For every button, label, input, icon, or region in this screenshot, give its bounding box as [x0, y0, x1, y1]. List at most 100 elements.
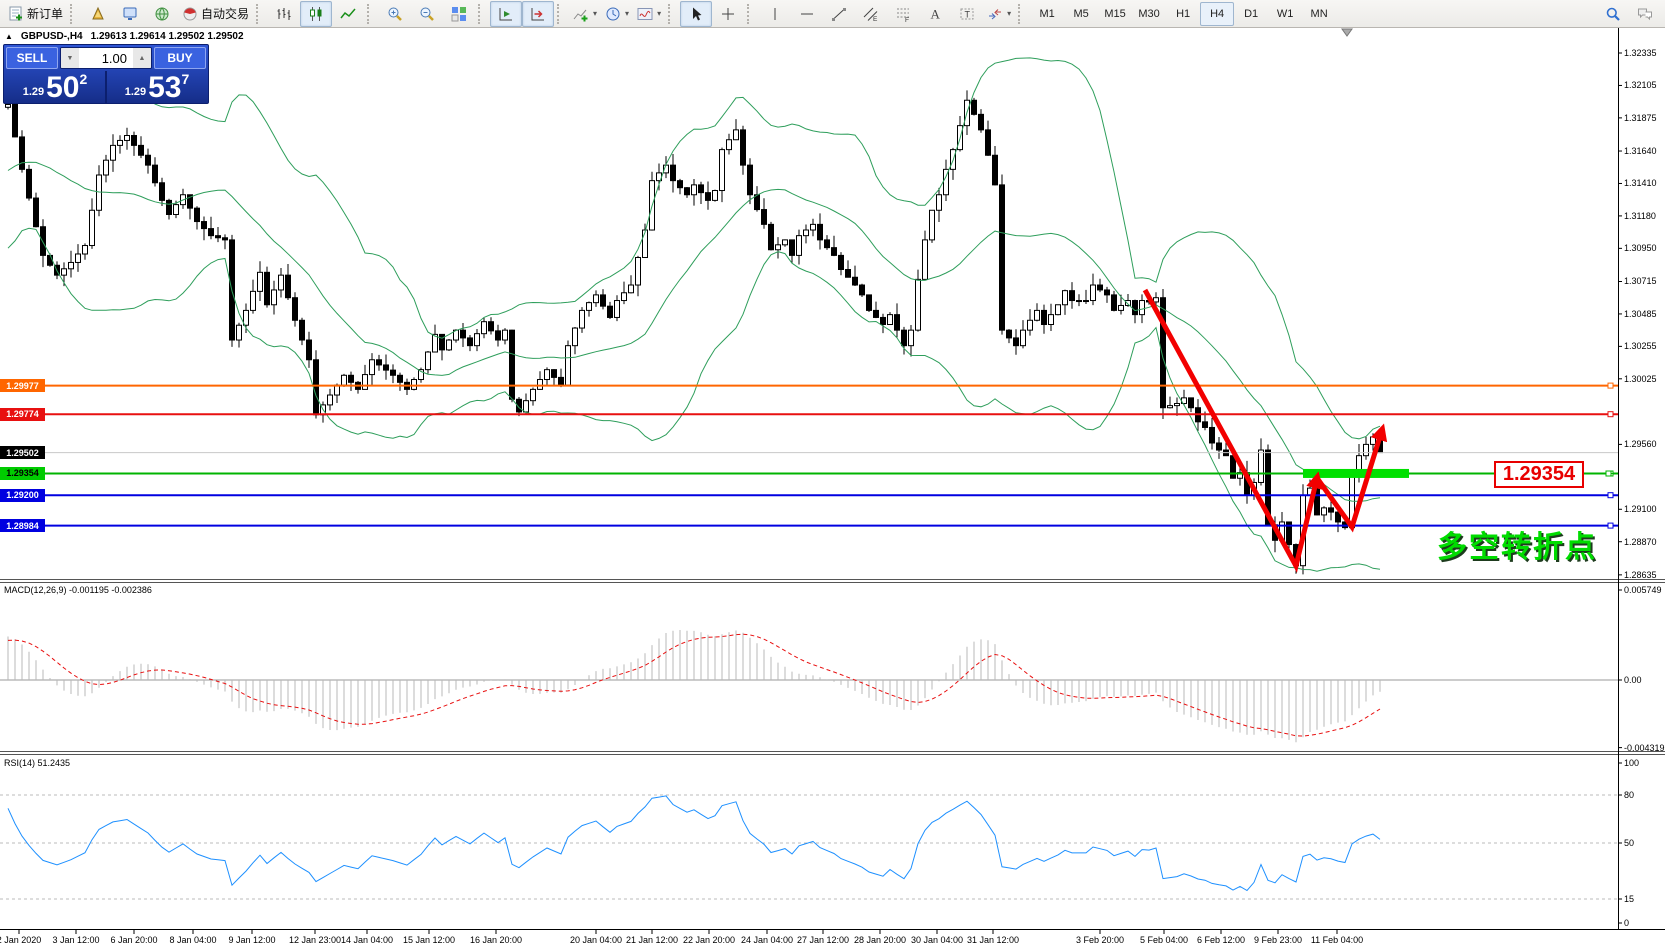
support-highlight-bar[interactable]	[1303, 468, 1409, 478]
timeframe-m15-button[interactable]: M15	[1104, 7, 1126, 20]
price-label-1.28984: 1.28984	[0, 519, 45, 533]
horizontal-line-button[interactable]	[791, 1, 823, 27]
volume-increase-icon[interactable]: ▲	[133, 48, 151, 68]
vertical-line-icon	[774, 7, 776, 20]
macd-signal-line	[7, 633, 1381, 737]
channel-button[interactable]: E	[855, 1, 887, 27]
autotrading-icon	[183, 7, 197, 20]
price-tick: 1.28635	[1624, 569, 1657, 580]
sell-price[interactable]: 1.29 50 2	[6, 71, 104, 103]
timeframe-h4-button[interactable]: H4	[1200, 1, 1235, 26]
price-tick: 1.32105	[1624, 80, 1657, 91]
time-label: 2 Jan 2020	[0, 935, 42, 945]
bar-chart-button[interactable]	[268, 1, 300, 27]
timeframe-h1-button[interactable]: H1	[1176, 7, 1191, 20]
profiles-icon	[606, 7, 620, 20]
dropdown-caret-icon[interactable]: ▾	[1007, 9, 1012, 18]
chart-symbol-period: GBPUSD-,H4	[20, 31, 83, 42]
price-tick: 1.30950	[1624, 243, 1657, 254]
text-label-icon: T	[960, 8, 974, 19]
new-chart-icon	[573, 9, 588, 21]
text-icon: A	[931, 6, 941, 21]
text-label-button[interactable]: T	[951, 1, 983, 27]
time-label: 14 Jan 04:00	[340, 935, 394, 945]
fibonacci-button[interactable]: F	[887, 1, 919, 27]
tile-windows-button[interactable]	[443, 1, 475, 27]
chart-shift-button[interactable]	[522, 0, 555, 27]
price-tick: 1.29560	[1624, 439, 1657, 450]
price-tick: 1.30715	[1624, 276, 1657, 287]
timeframe-m30-button[interactable]: M30	[1138, 7, 1160, 20]
turning-point-annotation[interactable]: 多空转折点	[1437, 531, 1597, 564]
timeframe-d1-button[interactable]: D1	[1244, 7, 1259, 20]
new-chart-button[interactable]: ▾	[569, 1, 601, 27]
toolbar-separator	[478, 3, 487, 24]
chart-ohlc-values: 1.29613 1.29614 1.29502 1.29502	[90, 31, 244, 42]
cursor-icon	[693, 7, 702, 20]
sell-price-big: 50	[46, 71, 80, 104]
timeframe-mn-button[interactable]: MN	[1310, 7, 1328, 20]
new-order-icon	[9, 6, 22, 20]
buy-price[interactable]: 1.29 53 7	[108, 71, 206, 103]
time-label: 20 Jan 04:00	[569, 935, 623, 945]
time-label: 3 Feb 20:00	[1075, 935, 1125, 945]
zoom-out-button[interactable]	[411, 1, 443, 27]
time-label: 27 Jan 12:00	[796, 935, 850, 945]
arrows-button[interactable]: ▾	[983, 1, 1015, 27]
toolbar-separator	[367, 3, 376, 24]
sell-price-prefix: 1.29	[22, 86, 45, 98]
dropdown-caret-icon[interactable]: ▾	[625, 9, 630, 18]
volume-value[interactable]: 1.00	[79, 48, 133, 68]
new-order-button[interactable]: 新订单	[4, 1, 67, 27]
buy-button[interactable]: BUY	[154, 47, 206, 69]
text-button[interactable]: A	[919, 1, 951, 27]
rsi-tick: 0	[1624, 918, 1630, 928]
search-button[interactable]	[1597, 1, 1629, 27]
comments-button[interactable]	[1629, 1, 1661, 27]
auto-scroll-button[interactable]	[490, 0, 523, 27]
price-label-1.29774: 1.29774	[0, 407, 45, 421]
bar-chart-icon	[277, 7, 291, 20]
timeframe-m1-button[interactable]: M1	[1039, 7, 1055, 20]
rsi-indicator-label: RSI(14) 51.2435	[4, 758, 71, 768]
community-button[interactable]	[146, 1, 178, 27]
dropdown-caret-icon[interactable]: ▾	[593, 9, 598, 18]
line-handle[interactable]	[1607, 492, 1614, 499]
line-handle[interactable]	[1607, 382, 1614, 389]
cursor-button[interactable]	[680, 0, 713, 27]
chart-shift-icon	[531, 7, 545, 20]
dropdown-caret-icon[interactable]: ▾	[657, 9, 662, 18]
rsi-tick: 15	[1624, 894, 1635, 904]
timeframe-m5-button[interactable]: M5	[1073, 7, 1089, 20]
profiles-button[interactable]: ▾	[601, 1, 633, 27]
macd-histogram	[7, 630, 1381, 743]
trend-arrow-2[interactable]	[1314, 423, 1388, 533]
trend-arrow-1[interactable]	[1142, 288, 1323, 573]
crosshair-button[interactable]	[712, 1, 744, 27]
chart-shift-marker[interactable]	[1341, 28, 1353, 37]
price-callout-box[interactable]: 1.29354	[1494, 461, 1584, 488]
candle-chart-button[interactable]	[300, 0, 333, 27]
line-handle[interactable]	[1607, 522, 1614, 529]
volume-stepper[interactable]: ▼ 1.00 ▲	[60, 47, 152, 69]
zoom-in-button[interactable]	[379, 1, 411, 27]
timeframe-w1-button[interactable]: W1	[1276, 7, 1294, 20]
zoom-out-icon	[420, 7, 434, 21]
candles	[5, 90, 1383, 575]
volume-decrease-icon[interactable]: ▼	[61, 48, 79, 68]
line-handle[interactable]	[1607, 411, 1614, 418]
community-icon	[155, 7, 169, 20]
indicators-button[interactable]: ▾	[633, 1, 665, 27]
sell-button[interactable]: SELL	[6, 47, 58, 69]
vertical-line-button[interactable]	[759, 1, 791, 27]
oneclick-collapse-icon[interactable]: ▲	[5, 32, 13, 41]
trendline-button[interactable]	[823, 1, 855, 27]
indicators-icon	[637, 7, 653, 20]
metaeditor-button[interactable]	[82, 1, 114, 27]
terminal-button[interactable]	[114, 1, 146, 27]
line-handle[interactable]	[1607, 470, 1614, 477]
autotrading-button[interactable]: 自动交易	[178, 1, 253, 27]
time-label: 16 Jan 20:00	[469, 935, 523, 945]
line-chart-button[interactable]	[332, 1, 364, 27]
